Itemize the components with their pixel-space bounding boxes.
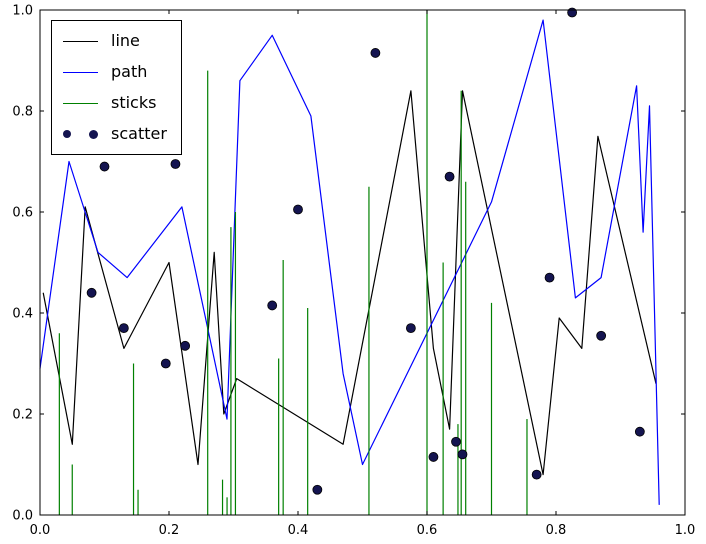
sticks-sample-icon: [63, 102, 98, 104]
series-path: [39, 19, 660, 505]
scatter-point: [405, 323, 416, 334]
scatter-point: [267, 300, 278, 311]
scatter-sample-icon: [63, 129, 98, 139]
legend-label-line: line: [111, 31, 140, 51]
x-tick-label: 0.6: [417, 523, 438, 538]
scatter-point: [86, 287, 97, 298]
y-tick-label: 0.0: [12, 509, 33, 524]
line-sample-icon: [63, 40, 98, 42]
y-tick-label: 0.6: [12, 206, 33, 221]
scatter-point: [170, 159, 181, 169]
x-tick-label: 1.0: [675, 523, 696, 538]
scatter-point: [293, 204, 303, 215]
legend-entry-line: line: [63, 31, 167, 51]
legend[interactable]: line path sticks scatter: [51, 20, 182, 155]
legend-label-path: path: [111, 62, 148, 82]
scatter-point: [596, 330, 607, 341]
scatter-point: [428, 452, 439, 462]
legend-entry-sticks: sticks: [63, 93, 167, 113]
plot-border: [39, 9, 686, 516]
x-tick-label: 0.8: [546, 523, 567, 538]
x-tick-label: 0.2: [159, 523, 180, 538]
x-tick-label: 0.0: [30, 523, 51, 538]
scatter-point: [457, 449, 468, 460]
scatter-point: [312, 484, 323, 495]
legend-label-sticks: sticks: [111, 93, 157, 113]
legend-entry-path: path: [63, 62, 167, 82]
legend-entry-scatter: scatter: [63, 124, 167, 144]
legend-label-scatter: scatter: [111, 124, 167, 144]
y-tick-label: 0.8: [12, 105, 33, 120]
y-tick-label: 1.0: [12, 4, 33, 19]
y-tick-label: 0.2: [12, 408, 33, 423]
scatter-point: [444, 171, 455, 182]
scatter-point: [634, 426, 645, 437]
scatter-point: [544, 272, 555, 283]
scatter-point: [99, 161, 110, 172]
scatter-point: [531, 469, 542, 480]
series-line: [42, 90, 657, 476]
scatter-point: [370, 48, 381, 58]
scatter-point: [180, 340, 191, 351]
x-tick-label: 0.4: [288, 523, 309, 538]
scatter-point: [118, 323, 129, 334]
scatter-point: [451, 436, 461, 447]
scatter-point: [567, 7, 578, 18]
y-tick-label: 0.4: [12, 307, 33, 322]
path-sample-icon: [63, 71, 98, 73]
scatter-point: [160, 358, 171, 369]
